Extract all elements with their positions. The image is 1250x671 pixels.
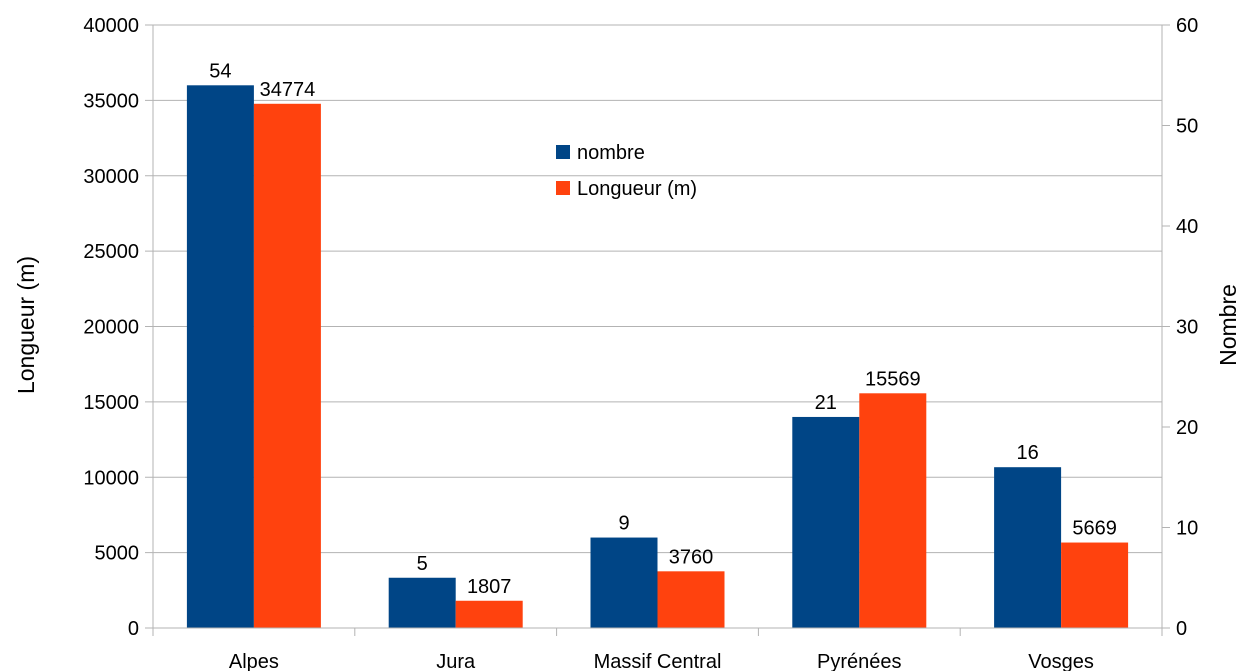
bar-nombre bbox=[388, 577, 456, 628]
data-label: 3760 bbox=[669, 546, 714, 568]
bar-nombre bbox=[792, 416, 860, 628]
y2-tick-label: 40 bbox=[1176, 216, 1198, 238]
data-label: 21 bbox=[815, 392, 837, 414]
legend-swatch-nombre bbox=[556, 145, 570, 159]
y2-tick-label: 0 bbox=[1176, 618, 1187, 640]
data-label: 15569 bbox=[865, 368, 921, 390]
y-tick-label: 5000 bbox=[95, 543, 140, 565]
y-tick-label: 10000 bbox=[83, 467, 139, 489]
x-tick-label: Pyrénées bbox=[817, 651, 902, 671]
bar-nombre bbox=[590, 537, 658, 628]
data-label: 1807 bbox=[467, 576, 512, 598]
y-tick-label: 30000 bbox=[83, 166, 139, 188]
y-tick-label: 40000 bbox=[83, 15, 139, 37]
bar-longueur bbox=[253, 103, 321, 628]
y2-tick-label: 20 bbox=[1176, 417, 1198, 439]
x-tick-label: Massif Central bbox=[594, 651, 722, 671]
data-label: 5669 bbox=[1072, 518, 1117, 540]
y2-tick-label: 10 bbox=[1176, 518, 1198, 540]
gridlines bbox=[153, 24, 1162, 629]
y-tick-label: 35000 bbox=[83, 90, 139, 112]
data-labels: 54 5 9 21 16 34774 1807 3760 15569 5669 bbox=[209, 60, 1117, 597]
y-tick-label: 20000 bbox=[83, 317, 139, 339]
data-label: 54 bbox=[209, 60, 231, 82]
y-tick-label: 25000 bbox=[83, 241, 139, 263]
y-tick-label: 0 bbox=[128, 618, 139, 640]
legend-swatch-longueur bbox=[556, 181, 570, 195]
bar-nombre bbox=[994, 467, 1062, 628]
legend: nombre Longueur (m) bbox=[556, 142, 697, 200]
axes: 0 5000 10000 15000 20000 25000 30000 35000 40000… bbox=[83, 15, 1198, 671]
legend-label-longueur: Longueur (m) bbox=[577, 178, 697, 200]
bar-longueur bbox=[455, 600, 523, 628]
y2-tick-label: 50 bbox=[1176, 116, 1198, 138]
bar-longueur bbox=[657, 571, 725, 628]
data-label: 16 bbox=[1016, 442, 1038, 464]
data-label: 5 bbox=[417, 553, 428, 575]
legend-label-nombre: nombre bbox=[577, 142, 645, 164]
y2-tick-label: 60 bbox=[1176, 15, 1198, 37]
x-tick-label: Jura bbox=[436, 651, 476, 671]
x-tick-label: Vosges bbox=[1028, 651, 1094, 671]
y2-tick-label: 30 bbox=[1176, 317, 1198, 339]
y-axis-title: Longueur (m) bbox=[13, 256, 39, 394]
bar-longueur bbox=[1061, 542, 1129, 628]
y-tick-label: 15000 bbox=[83, 392, 139, 414]
data-label: 34774 bbox=[260, 79, 316, 101]
y2-axis-title: Nombre bbox=[1215, 284, 1241, 366]
bar-nombre bbox=[186, 85, 254, 629]
bars bbox=[186, 85, 1129, 629]
data-label: 9 bbox=[618, 513, 629, 535]
x-tick-label: Alpes bbox=[229, 651, 279, 671]
bar-longueur bbox=[859, 393, 927, 628]
